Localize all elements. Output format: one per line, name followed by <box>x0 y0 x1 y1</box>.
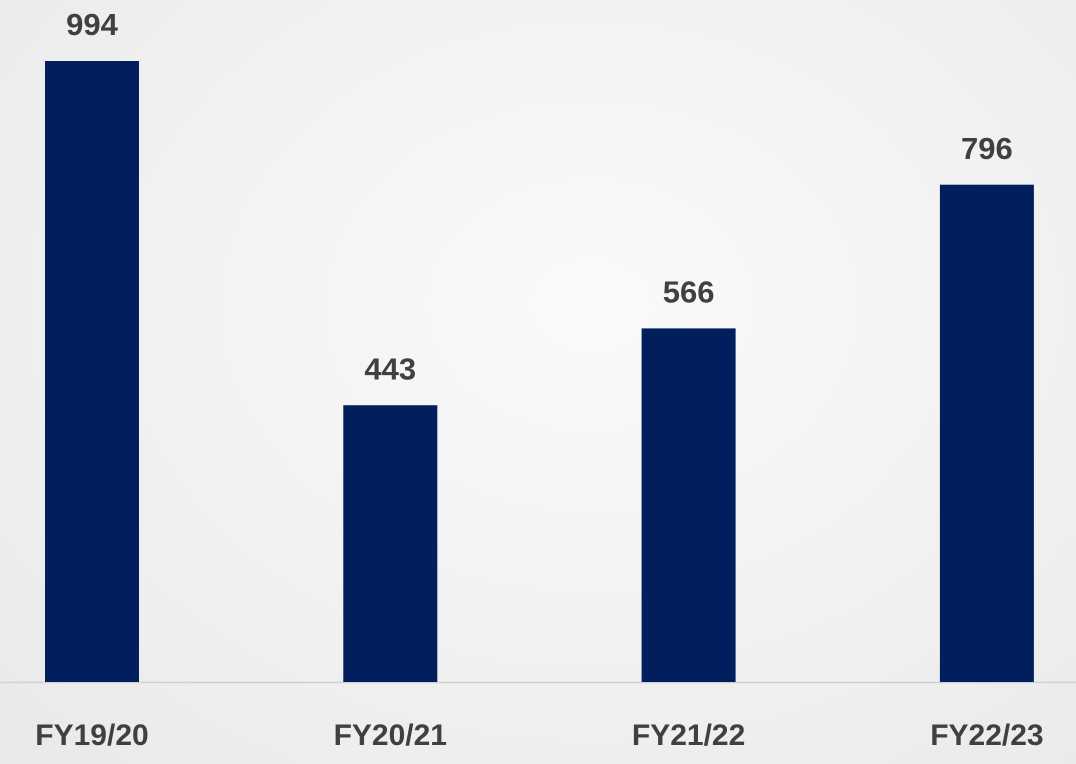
value-label: 443 <box>364 351 416 386</box>
value-label: 566 <box>663 275 715 310</box>
bar <box>641 328 736 682</box>
x-tick-label: FY19/20 <box>35 719 148 752</box>
value-label: 796 <box>961 131 1013 166</box>
value-label: 994 <box>66 7 118 42</box>
x-tick-label: FY20/21 <box>334 719 447 752</box>
bar <box>343 405 438 682</box>
bar <box>45 61 139 682</box>
x-tick-label: FY22/23 <box>930 719 1043 752</box>
bar <box>939 184 1034 682</box>
x-tick-label: FY21/22 <box>632 719 745 752</box>
